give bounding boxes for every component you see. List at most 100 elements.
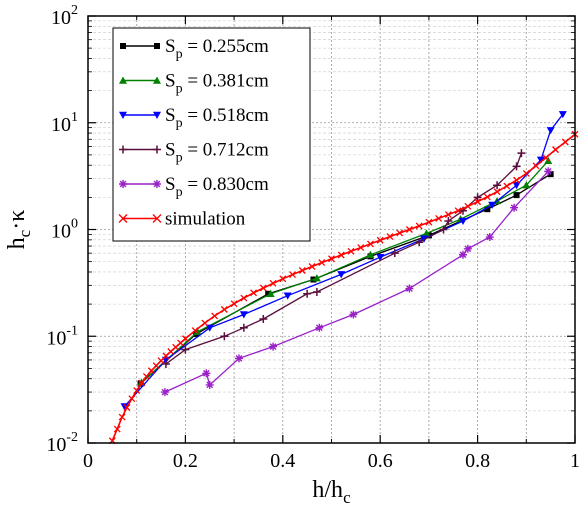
data-point (357, 244, 365, 252)
data-point (522, 181, 531, 189)
data-point (366, 250, 375, 258)
data-point (118, 413, 126, 421)
y-tick-label: 102 (51, 3, 78, 29)
data-point (230, 300, 238, 308)
data-point (120, 403, 129, 411)
data-point (463, 244, 472, 253)
y-axis-label: hc·κ (4, 210, 34, 250)
data-point (422, 229, 431, 237)
data-point (425, 218, 433, 226)
data-point (510, 203, 519, 212)
data-point (191, 327, 199, 335)
data-point (160, 388, 169, 397)
data-point (152, 214, 162, 223)
data-point (536, 156, 545, 164)
data-point (119, 145, 127, 154)
data-point (303, 289, 312, 298)
data-point (458, 250, 467, 259)
data-point (396, 229, 404, 237)
data-point (205, 324, 214, 332)
data-point (390, 249, 399, 258)
series-line (141, 160, 549, 383)
data-point (544, 167, 553, 176)
data-point (265, 290, 272, 297)
data-point (512, 182, 521, 190)
legend-entry: simulation (118, 209, 246, 230)
data-point (561, 138, 569, 146)
data-point (512, 162, 521, 171)
data-point (552, 146, 559, 154)
plot-series (108, 111, 579, 445)
legend-entry: Sp = 0.381cm (119, 71, 269, 97)
data-point (542, 154, 550, 162)
series-4 (161, 149, 526, 368)
x-axis-label: h/hc (312, 477, 351, 507)
data-point (558, 111, 567, 119)
data-point (266, 289, 275, 297)
data-point (181, 345, 190, 354)
data-point (513, 192, 520, 199)
y-tick-label: 100 (51, 217, 78, 243)
data-point (513, 176, 521, 184)
series-5 (160, 167, 553, 397)
data-point (367, 240, 374, 248)
series-line (165, 152, 523, 365)
data-point (138, 379, 146, 387)
data-point (503, 182, 511, 190)
data-point (153, 145, 161, 154)
data-point (153, 76, 161, 84)
data-point (337, 271, 346, 279)
data-point (120, 43, 126, 49)
data-point (439, 225, 448, 234)
data-point (405, 284, 414, 293)
x-tick-label: 0.4 (270, 450, 295, 472)
data-point (444, 217, 453, 226)
data-point (312, 287, 321, 296)
data-point (415, 238, 424, 247)
series-3 (120, 111, 567, 411)
legend-label: Sp = 0.255cm (165, 36, 269, 62)
data-point (298, 267, 306, 274)
legend-label: Sp = 0.712cm (165, 140, 269, 166)
data-point (240, 294, 248, 302)
data-point (289, 271, 296, 279)
x-tick-label: 1 (570, 450, 580, 472)
data-point (259, 284, 267, 292)
y-tick-label: 10-1 (46, 323, 78, 349)
data-point (532, 162, 540, 170)
legend: Sp = 0.255cm Sp = 0.381cm Sp = 0.518cm Sp =… (112, 27, 311, 242)
data-point (153, 111, 161, 119)
data-point (269, 279, 277, 287)
data-point (349, 310, 358, 319)
legend-entry: Sp = 0.255cm (120, 36, 269, 62)
y-tick-label: 101 (51, 110, 78, 136)
data-point (220, 332, 229, 341)
data-point (239, 311, 248, 319)
data-point (415, 222, 423, 230)
data-point (234, 354, 243, 363)
data-point (493, 188, 501, 196)
data-point (435, 214, 443, 222)
data-point (485, 233, 494, 242)
data-point (473, 193, 482, 202)
data-point (493, 181, 502, 190)
legend-entry: Sp = 0.830cm (119, 174, 269, 200)
data-point (454, 207, 462, 215)
data-point (337, 251, 345, 259)
data-point (458, 217, 467, 226)
data-point (517, 149, 526, 158)
data-point (123, 404, 131, 411)
data-point (133, 387, 141, 395)
data-point (269, 342, 278, 351)
data-point (308, 263, 316, 270)
legend-label: simulation (165, 209, 246, 230)
data-point (315, 323, 324, 332)
data-point (347, 247, 355, 255)
data-point (483, 193, 491, 201)
data-point (464, 202, 472, 210)
data-point (113, 425, 121, 433)
data-point (318, 259, 326, 267)
legend-label: Sp = 0.518cm (165, 105, 269, 131)
axis-ticks: 0 0.2 0.4 0.6 0.8 1 10-2 10-1 100 101 102 (46, 3, 580, 472)
